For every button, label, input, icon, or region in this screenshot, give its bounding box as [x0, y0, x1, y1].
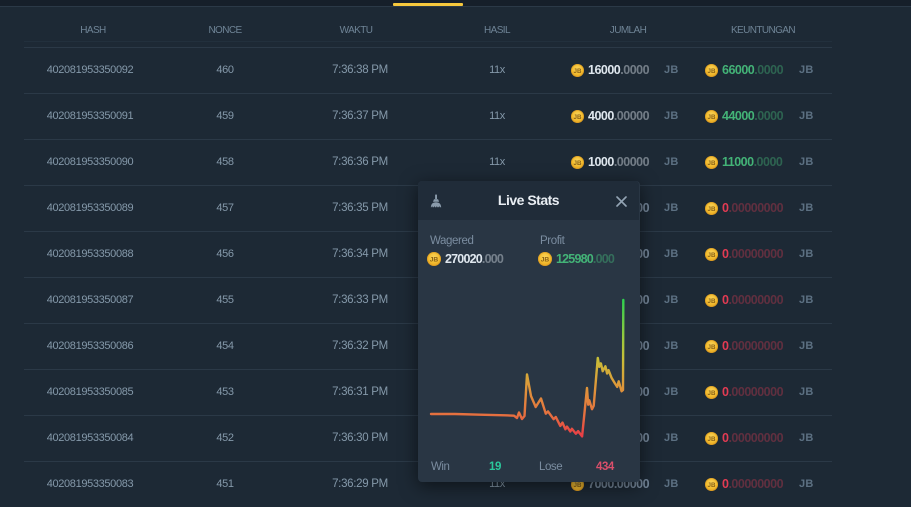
svg-text:JB: JB: [708, 205, 716, 212]
svg-text:JB: JB: [574, 481, 582, 488]
svg-text:JB: JB: [708, 67, 716, 74]
svg-text:JB: JB: [541, 256, 550, 263]
svg-text:JB: JB: [708, 343, 716, 350]
svg-text:JB: JB: [708, 251, 716, 258]
svg-text:JB: JB: [708, 297, 716, 304]
svg-text:JB: JB: [574, 159, 582, 166]
svg-text:JB: JB: [708, 389, 716, 396]
svg-text:JB: JB: [708, 481, 716, 488]
svg-text:JB: JB: [708, 113, 716, 120]
svg-text:JB: JB: [574, 67, 582, 74]
svg-text:JB: JB: [574, 113, 582, 120]
svg-text:JB: JB: [708, 159, 716, 166]
svg-text:JB: JB: [708, 435, 716, 442]
svg-text:JB: JB: [430, 256, 439, 263]
